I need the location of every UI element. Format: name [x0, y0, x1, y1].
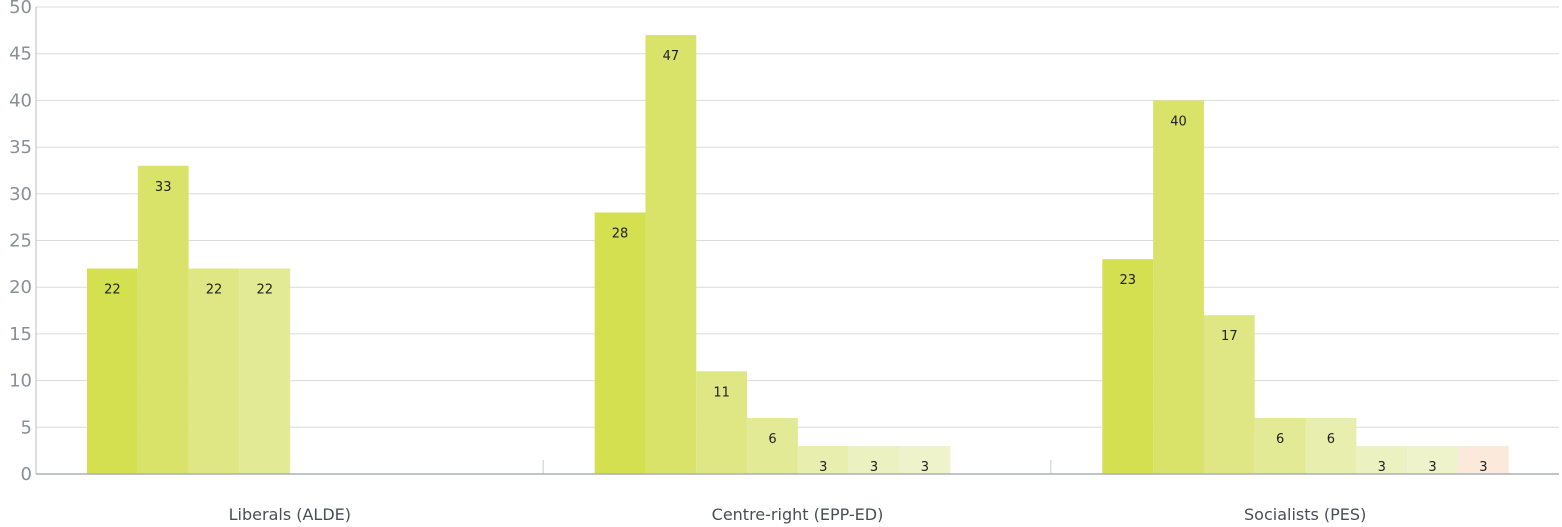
x-axis: Liberals (ALDE) Centre-right (EPP-ED) Soci…	[36, 460, 1559, 524]
y-tick-label: 20	[9, 277, 32, 298]
bar	[137, 165, 189, 474]
data-label: 3	[870, 460, 878, 475]
bar	[645, 35, 697, 475]
data-label: 3	[921, 460, 929, 475]
x-category-label: Socialists (PES)	[1244, 505, 1366, 524]
bar	[1457, 445, 1509, 474]
y-tick-label: 45	[9, 44, 32, 65]
x-category-label: Liberals (ALDE)	[229, 505, 351, 524]
bar	[696, 371, 748, 474]
data-label: 3	[1479, 460, 1487, 475]
bar	[797, 445, 849, 474]
y-tick-label: 50	[9, 0, 32, 18]
bar	[1102, 259, 1154, 474]
bars	[87, 35, 1509, 475]
bar	[1254, 417, 1306, 474]
data-label: 47	[663, 49, 680, 64]
bar	[747, 417, 798, 474]
data-label: 6	[768, 432, 776, 447]
bar	[1153, 100, 1204, 475]
y-tick-label: 5	[21, 417, 32, 438]
data-label: 23	[1119, 273, 1136, 288]
bar	[239, 268, 291, 474]
data-label: 28	[612, 226, 629, 241]
y-tick-label: 0	[21, 464, 32, 485]
y-tick-label: 10	[9, 371, 32, 392]
x-category-label: Centre-right (EPP-ED)	[712, 505, 884, 524]
y-axis: 0 5 10 15 20 25 30 35 40 45 50	[9, 0, 37, 485]
bar	[1305, 417, 1357, 474]
bar	[594, 212, 646, 475]
data-label: 3	[819, 460, 827, 475]
y-tick-label: 40	[9, 90, 32, 111]
bar	[1203, 315, 1255, 474]
data-label: 22	[104, 283, 121, 298]
y-tick-label: 35	[9, 137, 32, 158]
data-label: 40	[1170, 114, 1187, 129]
data-label: 6	[1276, 432, 1284, 447]
y-tick-label: 25	[9, 231, 32, 252]
bar	[188, 268, 240, 474]
bar	[1407, 445, 1458, 474]
bar	[899, 445, 951, 474]
y-tick-label: 30	[9, 184, 32, 205]
bar	[848, 445, 900, 474]
data-label: 22	[206, 283, 223, 298]
data-label: 33	[155, 180, 172, 195]
y-tick-label: 15	[9, 324, 32, 345]
bar	[1356, 445, 1408, 474]
bar	[87, 268, 138, 474]
data-label: 3	[1378, 460, 1386, 475]
data-label: 17	[1221, 329, 1238, 344]
data-label: 3	[1428, 460, 1436, 475]
data-label: 22	[257, 283, 274, 298]
data-label: 6	[1327, 432, 1335, 447]
data-label: 11	[713, 385, 730, 400]
